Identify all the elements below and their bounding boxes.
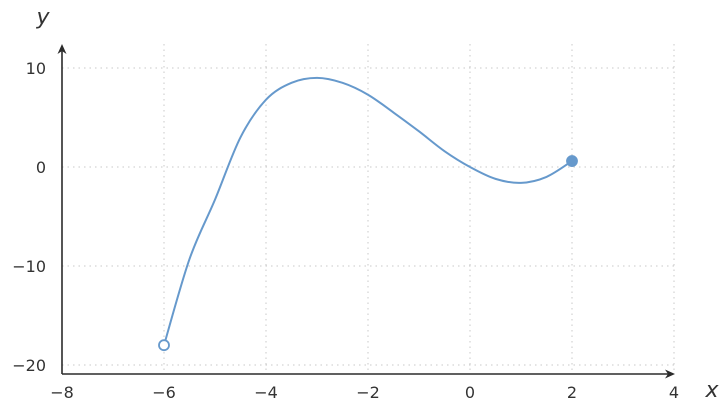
x-axis-title: x xyxy=(704,378,719,403)
endpoints xyxy=(158,155,578,352)
x-axis-arrowhead xyxy=(665,369,675,379)
x-tick-label: 2 xyxy=(567,383,577,402)
x-tick-label: −8 xyxy=(50,383,74,402)
open-endpoint xyxy=(158,339,170,352)
y-tick-label: 0 xyxy=(36,158,46,177)
grid xyxy=(62,44,675,374)
y-tick-label: 10 xyxy=(26,59,46,78)
x-tick-label: −4 xyxy=(254,383,278,402)
series xyxy=(163,76,573,346)
y-tick-label: −10 xyxy=(12,257,46,276)
x-tick-label: 4 xyxy=(669,383,679,402)
y-tick-label: −20 xyxy=(12,356,46,375)
y-axis-arrowhead xyxy=(57,44,67,54)
y-axis-title: y xyxy=(35,5,50,30)
series-line xyxy=(163,76,573,346)
x-tick-label: −6 xyxy=(152,383,176,402)
axes xyxy=(57,44,675,379)
closed-endpoint xyxy=(566,155,578,167)
x-tick-label: 0 xyxy=(465,383,475,402)
x-tick-label: −2 xyxy=(356,383,380,402)
